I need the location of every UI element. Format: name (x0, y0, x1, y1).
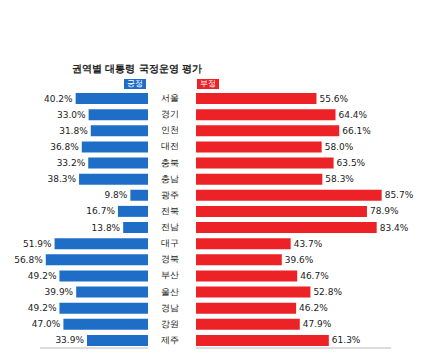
svg-text:78.9%: 78.9% (370, 206, 399, 216)
html-text:권역별 대통령 국정운영 평가: 권역별 대통령 국정운영 평가 (72, 63, 203, 74)
svg-text:40.2%: 40.2% (44, 94, 73, 104)
svg-text:43.7%: 43.7% (294, 239, 323, 249)
svg-text:47.0%: 47.0% (32, 319, 61, 329)
svg-text:부산: 부산 (161, 270, 179, 280)
svg-text:16.7%: 16.7% (86, 206, 115, 216)
svg-text:85.7%: 85.7% (385, 190, 414, 200)
svg-text:충남: 충남 (161, 174, 179, 184)
svg-text:58.0%: 58.0% (325, 142, 354, 152)
html-text:긍정: 긍정 (127, 79, 143, 88)
svg-text:33.9%: 33.9% (55, 335, 84, 345)
svg-text:66.1%: 66.1% (342, 126, 371, 136)
svg-text:49.2%: 49.2% (28, 271, 57, 281)
svg-text:13.8%: 13.8% (92, 223, 121, 233)
html-text:부정: 부정 (200, 79, 216, 88)
svg-text:광주: 광주 (161, 190, 179, 200)
svg-text:33.2%: 33.2% (57, 158, 86, 168)
svg-text:55.6%: 55.6% (319, 94, 348, 104)
svg-text:39.6%: 39.6% (285, 255, 314, 265)
svg-text:경남: 경남 (161, 303, 179, 313)
svg-text:64.4%: 64.4% (339, 110, 368, 120)
svg-text:46.2%: 46.2% (299, 303, 328, 313)
svg-text:강원: 강원 (161, 319, 179, 329)
svg-text:대전: 대전 (161, 141, 179, 151)
svg-text:83.4%: 83.4% (380, 223, 409, 233)
svg-text:9.8%: 9.8% (104, 190, 127, 200)
svg-text:36.8%: 36.8% (50, 142, 79, 152)
svg-text:49.2%: 49.2% (28, 303, 57, 313)
svg-text:충북: 충북 (161, 158, 179, 168)
svg-text:46.7%: 46.7% (300, 271, 329, 281)
svg-text:31.8%: 31.8% (59, 126, 88, 136)
svg-text:대구: 대구 (161, 238, 179, 248)
svg-text:52.8%: 52.8% (313, 287, 342, 297)
svg-text:61.3%: 61.3% (332, 335, 361, 345)
svg-text:제주: 제주 (161, 335, 179, 345)
svg-text:47.9%: 47.9% (303, 319, 332, 329)
svg-text:울산: 울산 (161, 287, 179, 297)
svg-text:58.3%: 58.3% (325, 174, 354, 184)
svg-text:인천: 인천 (161, 125, 179, 135)
svg-text:서울: 서울 (161, 93, 179, 103)
svg-text:63.5%: 63.5% (337, 158, 366, 168)
svg-text:38.3%: 38.3% (47, 174, 76, 184)
svg-text:33.0%: 33.0% (57, 110, 86, 120)
svg-text:경기: 경기 (161, 109, 179, 119)
svg-text:56.8%: 56.8% (14, 255, 43, 265)
svg-text:경북: 경북 (161, 254, 179, 264)
svg-text:39.9%: 39.9% (45, 287, 74, 297)
svg-text:전북: 전북 (161, 206, 179, 216)
svg-text:전남: 전남 (161, 222, 179, 232)
svg-text:51.9%: 51.9% (23, 239, 52, 249)
